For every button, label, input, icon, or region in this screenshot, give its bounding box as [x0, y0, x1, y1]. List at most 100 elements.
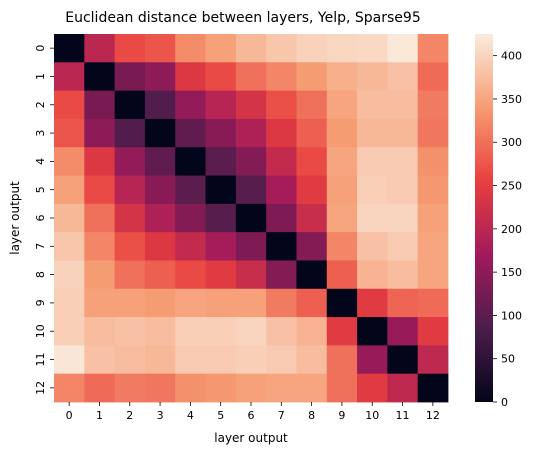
heatmap-cell [266, 373, 297, 403]
heatmap-cell [235, 317, 267, 346]
heatmap-cell [417, 62, 449, 92]
heatmap-cell [175, 175, 206, 205]
heatmap-cell [84, 260, 116, 290]
heatmap-cell [357, 118, 388, 148]
heatmap-cell [235, 118, 267, 148]
heatmap-cell [266, 62, 297, 92]
y-tick-label: 8 [34, 271, 47, 278]
heatmap-cell [296, 345, 328, 375]
heatmap-cell [387, 147, 419, 176]
heatmap-cell [205, 34, 237, 63]
heatmap-cell [144, 147, 176, 176]
heatmap-cell [84, 232, 116, 261]
heatmap-cell [296, 34, 328, 63]
heatmap-cell [205, 260, 237, 290]
heatmap-cell [326, 62, 358, 92]
heatmap-cell [175, 34, 206, 63]
y-tick-label: 0 [34, 45, 47, 52]
heatmap-cell [266, 288, 297, 318]
colorbar-tick-label: 400 [501, 50, 522, 63]
heatmap-cell [387, 62, 419, 92]
heatmap-cell [235, 288, 267, 318]
heatmap-cell [114, 373, 146, 403]
heatmap-cell [54, 175, 85, 205]
heatmap-cell [417, 288, 449, 318]
heatmap-cell [84, 118, 116, 148]
heatmap-cell [114, 345, 146, 375]
heatmap-cell [84, 345, 116, 375]
heatmap-cell [235, 373, 267, 403]
heatmap-cell [296, 90, 328, 120]
heatmap-cell [205, 232, 237, 261]
heatmap-cell [205, 90, 237, 120]
heatmap-cell [54, 260, 85, 290]
heatmap-cell [235, 90, 267, 120]
heatmap-cell [387, 118, 419, 148]
heatmap-cell [357, 34, 388, 63]
x-axis-label: layer output [214, 431, 288, 445]
x-tick-label: 0 [66, 409, 73, 422]
heatmap-cell [144, 118, 176, 148]
heatmap-cell [205, 373, 237, 403]
heatmap-cell [114, 90, 146, 120]
heatmap-cell [417, 34, 449, 63]
x-tick-label: 2 [126, 409, 133, 422]
heatmap-cell [54, 90, 85, 120]
heatmap-cell [175, 260, 206, 290]
colorbar-tick-label: 0 [501, 396, 508, 409]
heatmap-cell [54, 232, 85, 261]
heatmap-cell [266, 345, 297, 375]
heatmap-cell [296, 118, 328, 148]
heatmap-cell [175, 90, 206, 120]
heatmap-cell [387, 34, 419, 63]
y-tick-label: 6 [34, 215, 47, 222]
heatmap-cell [357, 232, 388, 261]
x-tick-label: 8 [308, 409, 315, 422]
heatmap-cell [387, 90, 419, 120]
heatmap-cell [417, 175, 449, 205]
heatmap-cell [326, 260, 358, 290]
heatmap-cell [326, 34, 358, 63]
x-tick-label: 7 [278, 409, 285, 422]
colorbar-tick-label: 300 [501, 136, 522, 149]
colorbar [475, 34, 493, 402]
heatmap-cell [387, 203, 419, 233]
heatmap-cell [54, 118, 85, 148]
heatmap-cell [205, 62, 237, 92]
heatmap-cell [357, 90, 388, 120]
x-tick-label: 10 [365, 409, 379, 422]
heatmap-cell [175, 288, 206, 318]
heatmap-cell [417, 147, 449, 176]
colorbar-tick-label: 50 [501, 353, 515, 366]
heatmap-cell [175, 147, 206, 176]
heatmap-cell [84, 203, 116, 233]
heatmap-cell [357, 345, 388, 375]
heatmap-cell [266, 147, 297, 176]
y-tick-label: 7 [34, 243, 47, 250]
colorbar-ticks: 0 50 100 150 200 250 300 350 400 [493, 50, 522, 409]
heatmap-cell [387, 317, 419, 346]
heatmap-cell [235, 147, 267, 176]
heatmap-cell [387, 175, 419, 205]
heatmap-cell [144, 34, 176, 63]
heatmap-cell [326, 90, 358, 120]
x-tick-label: 1 [96, 409, 103, 422]
heatmap-cell [84, 90, 116, 120]
heatmap-cell [205, 118, 237, 148]
x-tick-label: 12 [426, 409, 440, 422]
heatmap-cell [84, 62, 116, 92]
heatmap-cell [235, 260, 267, 290]
heatmap-cell [417, 90, 449, 120]
heatmap-cell [54, 345, 85, 375]
x-tick-label: 9 [338, 409, 345, 422]
heatmap-cell [144, 345, 176, 375]
heatmap-cell [326, 288, 358, 318]
heatmap-cell [114, 260, 146, 290]
heatmap-cell [417, 260, 449, 290]
heatmap-cell [417, 345, 449, 375]
heatmap-cell [417, 203, 449, 233]
heatmap-cell [326, 147, 358, 176]
y-tick-label: 2 [34, 101, 47, 108]
x-tick-label: 11 [396, 409, 410, 422]
x-tick-label: 5 [217, 409, 224, 422]
